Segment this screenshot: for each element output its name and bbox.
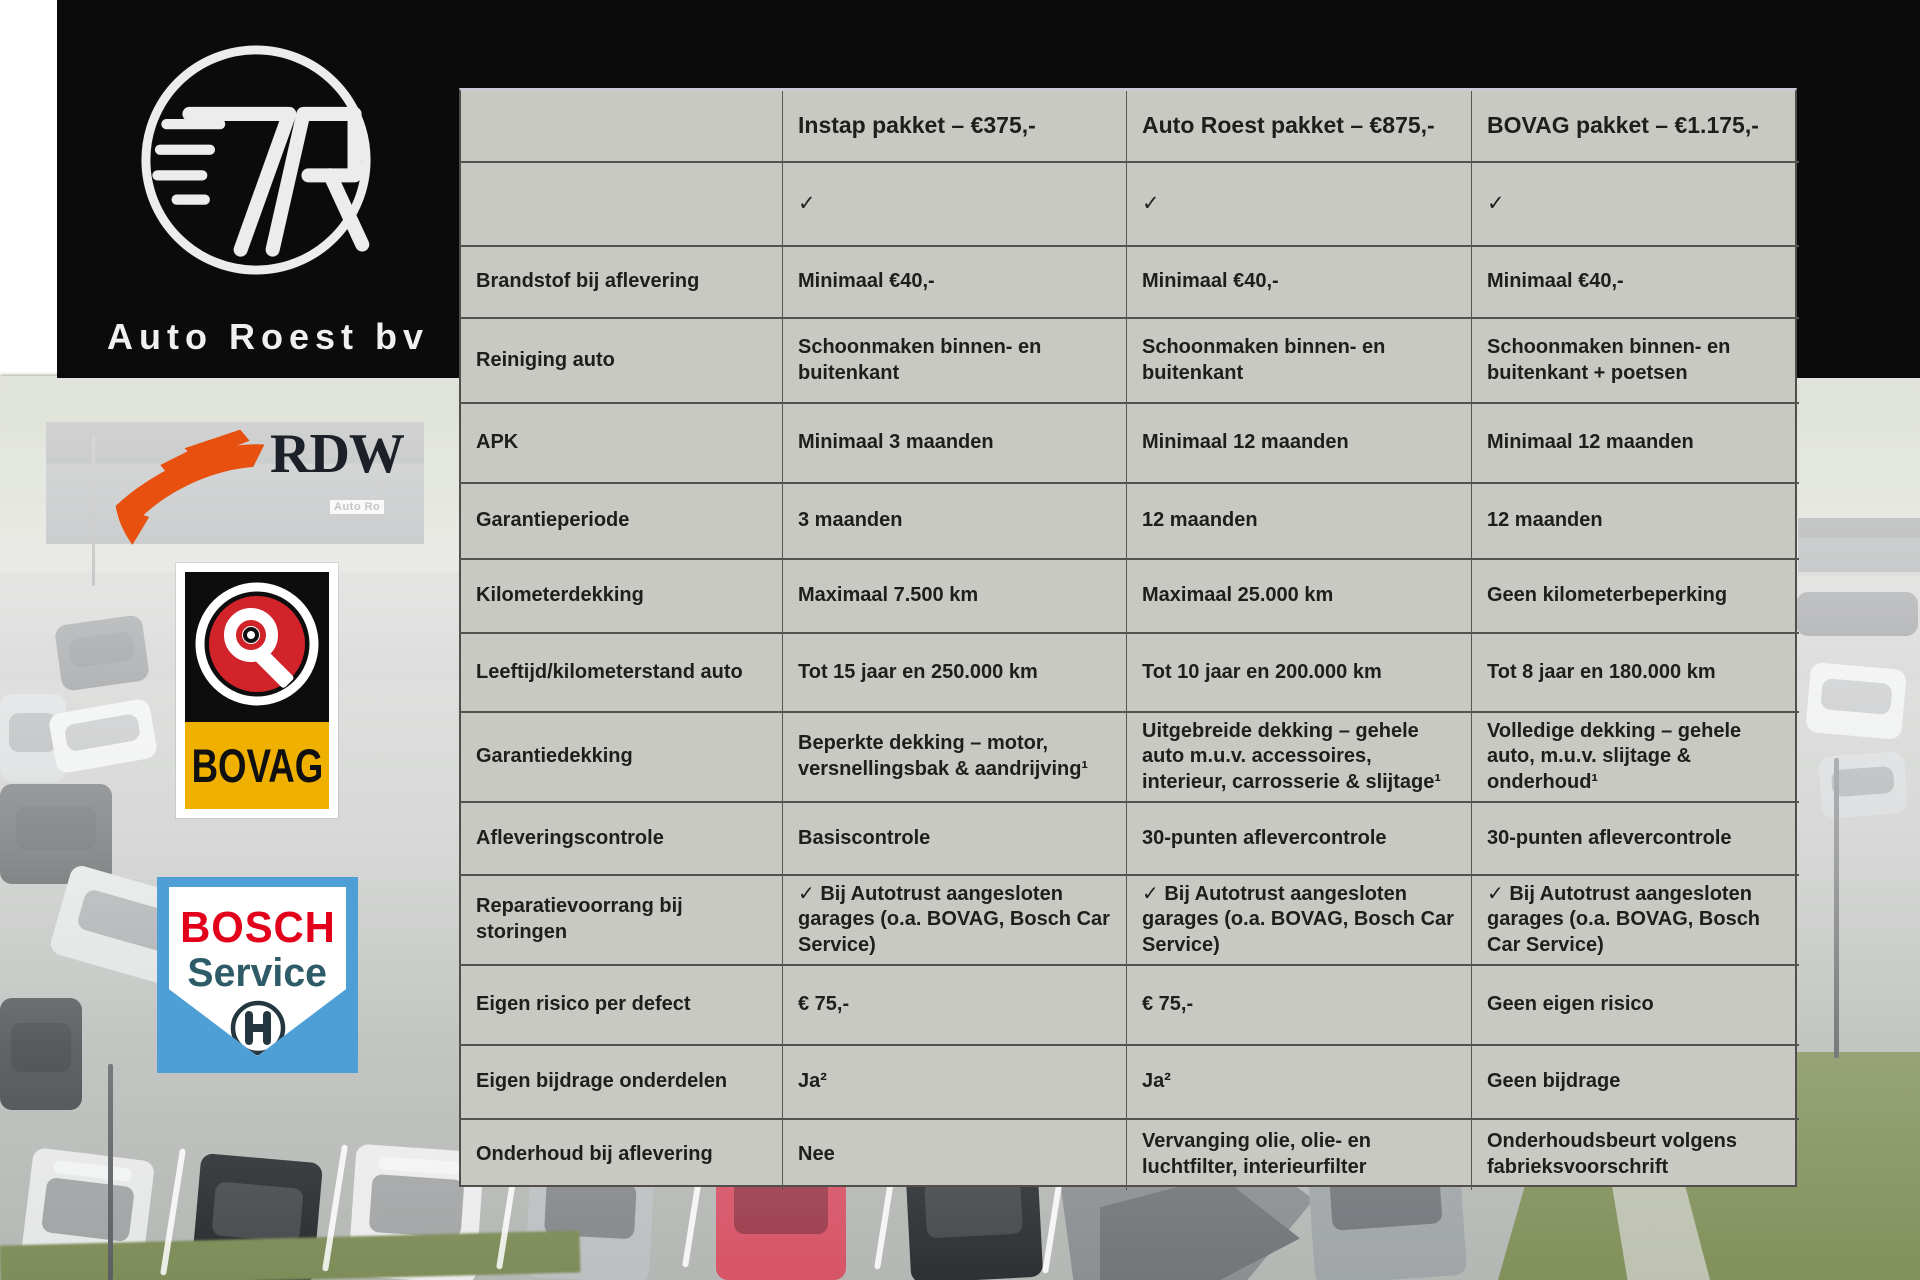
bovag-emblem-icon	[185, 572, 329, 722]
cell-value: ✓ Bij Autotrust aangesloten garages (o.a…	[1127, 876, 1472, 966]
bosch-service-logo: BOSCH Service	[157, 877, 358, 1073]
row-label: Garantiedekking	[461, 713, 783, 803]
row-label: Kilometerdekking	[461, 560, 783, 634]
cell-value: 3 maanden	[783, 484, 1127, 560]
cell-value: 12 maanden	[1472, 484, 1799, 560]
cell-value: 30-punten aflevercontrole	[1472, 803, 1799, 876]
bovag-logo: BOVAG	[176, 563, 338, 818]
cell-value: Ja²	[783, 1046, 1127, 1120]
cell-value: Nee	[783, 1120, 1127, 1190]
cell-value: Geen bijdrage	[1472, 1046, 1799, 1120]
cell-value: Geen eigen risico	[1472, 966, 1799, 1046]
auto-roest-logo-icon	[128, 32, 384, 288]
brand-name: Auto Roest bv	[107, 316, 430, 357]
row-label: Reparatievoorrang bij storingen	[461, 876, 783, 966]
bovag-wordmark-band: BOVAG	[185, 722, 329, 809]
cell-value: € 75,-	[783, 966, 1127, 1046]
bovag-wordmark: BOVAG	[191, 739, 323, 792]
row-label: Reiniging auto	[461, 319, 783, 404]
row-label: Eigen risico per defect	[461, 966, 783, 1046]
cell-value: Minimaal 12 maanden	[1127, 404, 1472, 484]
check-cell: ✓	[783, 163, 1127, 247]
row-label: Garantieperiode	[461, 484, 783, 560]
cell-value: Minimaal 3 maanden	[783, 404, 1127, 484]
column-header-instap: Instap pakket – €375,-	[783, 91, 1127, 163]
bosch-armature-icon	[230, 1000, 285, 1056]
cell-value: ✓ Bij Autotrust aangesloten garages (o.a…	[783, 876, 1127, 966]
cell-value: Onderhoudsbeurt volgens fabrieksvoorschr…	[1487, 1130, 1738, 1178]
cell-value: Schoonmaken binnen- en buitenkant	[783, 319, 1127, 404]
cell-value: Tot 10 jaar en 200.000 km	[1127, 634, 1472, 713]
cell-value: Schoonmaken binnen- en buitenkant	[1127, 319, 1472, 404]
column-header-empty	[461, 91, 783, 163]
cell-value: Maximaal 25.000 km	[1127, 560, 1472, 634]
cell-value: 12 maanden	[1127, 484, 1472, 560]
cell-value: € 75,-	[1127, 966, 1472, 1046]
cell-value: Geen kilometerbeperking	[1472, 560, 1799, 634]
cell-value: Minimaal €40,-	[1127, 247, 1472, 319]
check-cell: ✓	[1472, 163, 1799, 247]
cell-value: Beperkte dekking – motor, versnellingsba…	[783, 713, 1127, 803]
cell-value: Basiscontrole	[783, 803, 1127, 876]
cell-value: Ja²	[1127, 1046, 1472, 1120]
cell-value: Volledige dekking – gehele auto, m.u.v. …	[1472, 713, 1799, 803]
rdw-wing-icon	[115, 429, 265, 545]
cell-value: Minimaal €40,-	[783, 247, 1127, 319]
row-label: Leeftijd/kilometerstand auto	[461, 634, 783, 713]
row-label: APK	[461, 404, 783, 484]
bosch-service-wordmark: Service	[187, 951, 328, 995]
cell-value: ✓ Bij Autotrust aangesloten garages (o.a…	[1472, 876, 1799, 966]
cell-value: Tot 8 jaar en 180.000 km	[1472, 634, 1799, 713]
comparison-table: Instap pakket – €375,- Auto Roest pakket…	[459, 88, 1799, 1190]
row-label	[461, 163, 783, 247]
cell-value: Schoonmaken binnen- en buitenkant + poet…	[1472, 319, 1799, 404]
rdw-wordmark: RDW	[270, 423, 405, 485]
column-header-bovag: BOVAG pakket – €1.175,-	[1472, 91, 1799, 163]
bosch-wordmark: BOSCH	[179, 903, 336, 952]
cell-value: Vervanging olie, olie- en luchtfilter, i…	[1127, 1120, 1472, 1190]
cell-value: Uitgebreide dekking – gehele auto m.u.v.…	[1127, 713, 1472, 803]
cell-value: Minimaal 12 maanden	[1472, 404, 1799, 484]
rdw-logo: RDW	[112, 416, 405, 566]
cell-value: Minimaal €40,-	[1472, 247, 1799, 319]
cell-value: Tot 15 jaar en 250.000 km	[783, 634, 1127, 713]
row-label: Onderhoud bij aflevering	[461, 1120, 783, 1190]
check-cell: ✓	[1127, 163, 1472, 247]
row-label: Afleveringscontrole	[461, 803, 783, 876]
row-label: Eigen bijdrage onderdelen	[461, 1046, 783, 1120]
column-header-autoroest: Auto Roest pakket – €875,-	[1127, 91, 1472, 163]
bosch-shield: BOSCH Service	[169, 887, 346, 1056]
cell-value: 30-punten aflevercontrole	[1127, 803, 1472, 876]
cell-value: Maximaal 7.500 km	[783, 560, 1127, 634]
row-label: Brandstof bij aflevering	[461, 247, 783, 319]
